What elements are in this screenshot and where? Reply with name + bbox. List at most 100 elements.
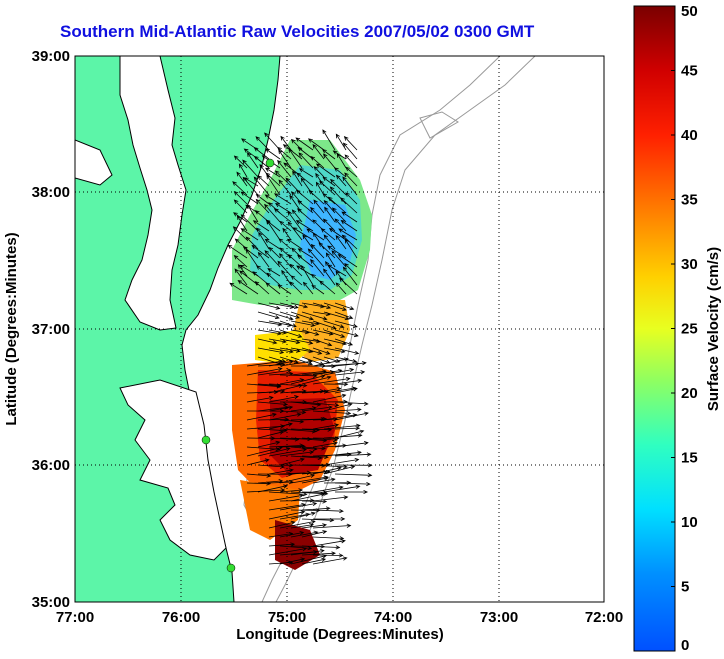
velocity-vector (277, 284, 292, 295)
velocity-vector (302, 281, 314, 295)
velocity-vector (334, 441, 369, 448)
velocity-vector (340, 219, 358, 232)
colorbar-tick-label: 0 (681, 637, 689, 654)
velocity-vector (301, 264, 314, 286)
velocity-vector (312, 464, 348, 469)
velocity-vector (236, 171, 248, 187)
velocity-vector (257, 251, 270, 268)
velocity-vector (233, 155, 248, 169)
velocity-vector (301, 506, 331, 511)
velocity-vector (334, 347, 360, 355)
velocity-vector (266, 219, 281, 241)
velocity-vector (268, 311, 294, 321)
velocity-vector (277, 159, 292, 178)
velocity-vector (252, 220, 270, 232)
velocity-vector (264, 203, 281, 223)
velocity-vector (334, 378, 363, 385)
velocity-vector (265, 282, 281, 295)
velocity-vector (312, 536, 345, 541)
velocity-vector (301, 311, 328, 321)
velocity-vector (247, 204, 259, 223)
velocity-vector (233, 254, 248, 268)
x-axis-label: Longitude (Degrees:Minutes) (236, 626, 444, 643)
velocity-vector (288, 148, 303, 169)
colorbar-tick-label: 45 (681, 63, 698, 80)
velocity-vector (255, 198, 270, 214)
velocity-vector (268, 468, 294, 475)
velocity-vector (301, 446, 327, 451)
colorbar-ticks: 0 5 10 15 20 25 30 35 40 45 50 (671, 3, 698, 654)
velocity-vector (279, 359, 313, 367)
velocity-vector (246, 152, 259, 169)
velocity-vector (323, 457, 360, 466)
velocity-vector (289, 194, 303, 214)
velocity-vector (323, 347, 346, 354)
velocity-vector (246, 395, 274, 403)
velocity-vector (253, 176, 270, 196)
velocity-vector (312, 508, 344, 514)
velocity-vector (278, 179, 292, 196)
velocity-vector (268, 412, 302, 421)
velocity-vector (257, 175, 270, 187)
velocity-vector (268, 383, 304, 394)
velocity-vector (323, 423, 361, 430)
velocity-vector (334, 320, 358, 328)
velocity-vector (319, 280, 336, 295)
velocity-vector (312, 466, 342, 475)
velocity-vector (297, 254, 314, 268)
velocity-vector (339, 277, 358, 295)
velocity-vector (279, 320, 297, 328)
y-axis-label: Latitude (Degrees:Minutes) (3, 232, 20, 425)
velocity-vector (275, 202, 292, 214)
velocity-vector (334, 481, 371, 487)
velocity-vector (312, 386, 342, 394)
velocity-vector (255, 194, 270, 205)
velocity-vector (289, 263, 303, 277)
velocity-vector (343, 136, 358, 151)
velocity-vector (334, 411, 369, 421)
velocity-vector (312, 410, 352, 416)
velocity-vector (323, 234, 336, 250)
velocity-vector (264, 194, 281, 205)
velocity-vector (295, 189, 314, 205)
velocity-vector (274, 193, 292, 205)
velocity-vector (287, 210, 303, 232)
velocity-vector (279, 329, 303, 338)
velocity-vector (345, 166, 358, 178)
x-tick-label: 74:00 (374, 609, 412, 626)
velocity-vector (267, 268, 281, 277)
velocity-vector (279, 356, 299, 364)
velocity-vector (312, 556, 348, 565)
velocity-vector (257, 447, 291, 457)
velocity-vector (268, 560, 294, 565)
y-tick-label: 38:00 (32, 184, 70, 201)
velocity-vector (279, 220, 292, 232)
velocity-vector (298, 168, 314, 178)
velocity-vector (253, 155, 270, 169)
velocity-vector (279, 473, 316, 484)
velocity-vector (334, 311, 354, 320)
velocity-vector (291, 209, 303, 223)
velocity-vector (277, 260, 292, 277)
velocity-vector (266, 272, 281, 286)
velocity-vector (279, 498, 315, 503)
velocity-vector (322, 149, 336, 160)
velocity-vector (290, 511, 316, 520)
velocity-vector (296, 172, 314, 187)
velocity-vector (312, 495, 349, 502)
velocity-vector (323, 450, 362, 457)
velocity-vector (334, 329, 359, 338)
velocity-vector (310, 155, 325, 169)
velocity-vector (290, 275, 303, 286)
velocity-vector (246, 367, 283, 376)
velocity-vector (246, 359, 284, 367)
velocity-vector (312, 302, 332, 309)
velocity-vector (333, 167, 347, 178)
velocity-vector (257, 368, 292, 376)
velocity-vector (290, 548, 325, 556)
velocity-vector (301, 557, 327, 565)
velocity-vector (290, 374, 326, 385)
velocity-vector (323, 338, 347, 346)
velocity-vector (236, 215, 248, 232)
velocity-vector (256, 265, 270, 277)
